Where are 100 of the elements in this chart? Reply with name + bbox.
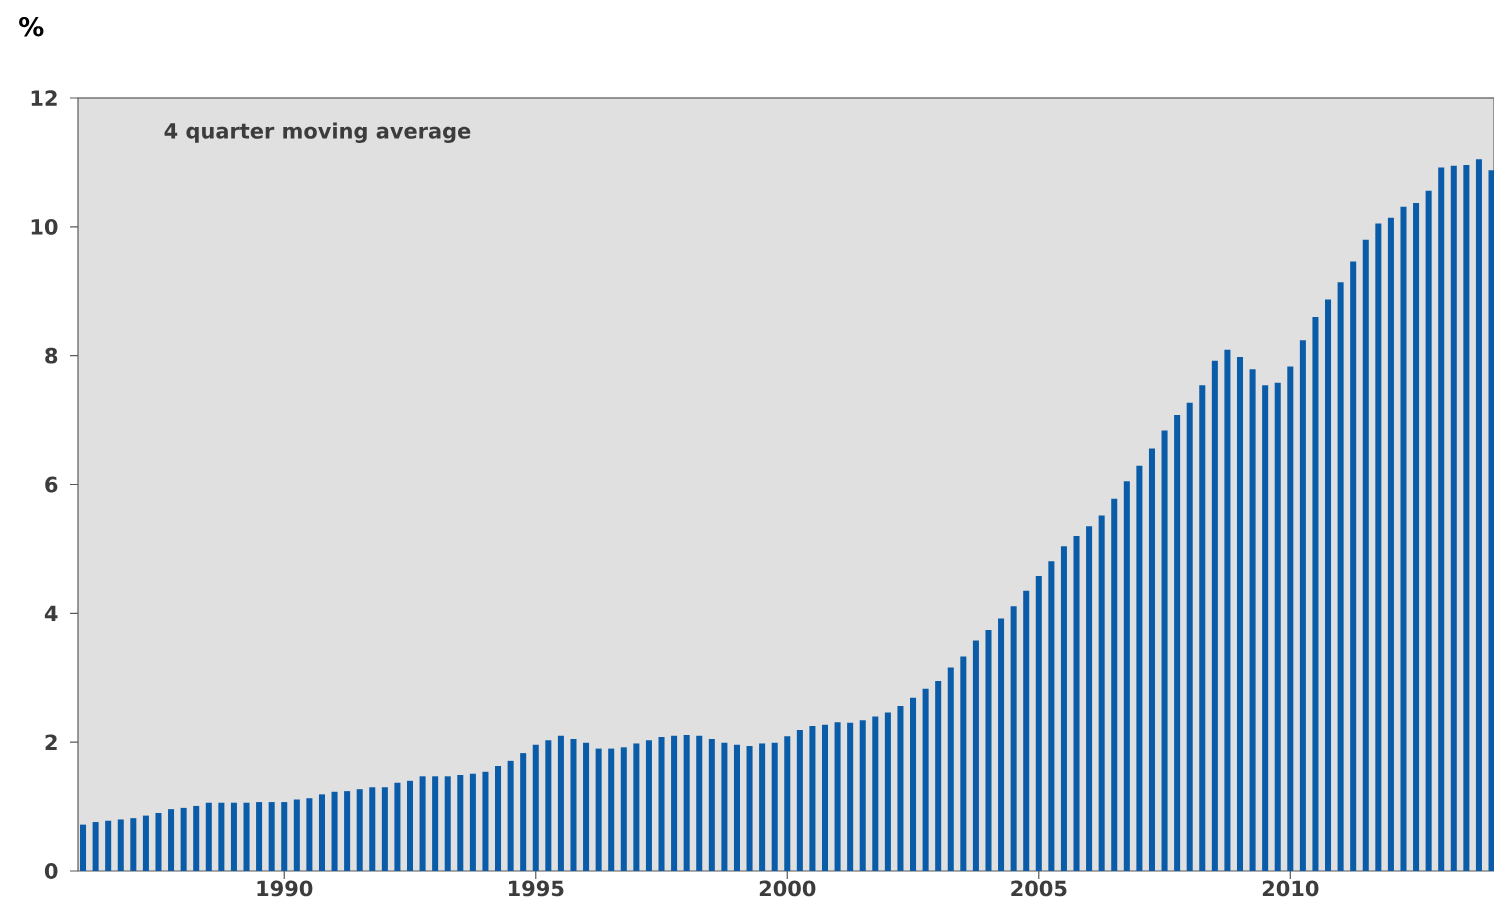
bar bbox=[1425, 190, 1432, 871]
bar bbox=[746, 746, 753, 871]
bar bbox=[419, 776, 426, 871]
y-tick-label: 2 bbox=[45, 734, 57, 750]
bar bbox=[897, 706, 904, 871]
y-axis-title: % bbox=[19, 16, 44, 37]
bar bbox=[344, 791, 351, 871]
bar bbox=[444, 776, 451, 871]
x-tick-label: 1995 bbox=[509, 880, 564, 897]
bar bbox=[1450, 165, 1457, 871]
y-tick-label: 0 bbox=[44, 863, 58, 879]
bar bbox=[1060, 546, 1067, 871]
bar bbox=[721, 742, 728, 871]
bar bbox=[356, 789, 363, 871]
bar bbox=[859, 720, 866, 871]
bar bbox=[142, 815, 149, 871]
bar bbox=[1475, 159, 1482, 871]
bar bbox=[469, 773, 476, 871]
bar bbox=[733, 744, 740, 871]
bar bbox=[1463, 164, 1470, 871]
bar bbox=[92, 822, 99, 871]
bar bbox=[1488, 170, 1494, 871]
bar bbox=[1337, 282, 1344, 871]
bar bbox=[293, 799, 300, 871]
annotation: 4 quarter moving average bbox=[164, 122, 471, 143]
bar bbox=[1186, 402, 1193, 871]
bar bbox=[495, 766, 502, 871]
bar bbox=[633, 743, 640, 871]
y-tick-label: 12 bbox=[31, 90, 57, 106]
bar bbox=[960, 656, 967, 871]
bar bbox=[922, 688, 929, 871]
x-tick-label: 2010 bbox=[1262, 880, 1319, 897]
bar bbox=[1387, 217, 1394, 871]
bar bbox=[482, 771, 489, 871]
bar bbox=[193, 805, 200, 871]
bar bbox=[117, 819, 124, 871]
bar bbox=[1274, 382, 1281, 871]
bar bbox=[910, 697, 917, 871]
bar bbox=[1086, 526, 1093, 871]
bar bbox=[1010, 606, 1017, 871]
bar bbox=[1148, 448, 1155, 871]
bar bbox=[369, 787, 376, 871]
bar bbox=[520, 753, 527, 871]
bar bbox=[671, 735, 678, 871]
bar bbox=[168, 809, 175, 871]
bar bbox=[80, 824, 87, 871]
bar bbox=[155, 813, 162, 871]
bar bbox=[972, 640, 979, 871]
bar bbox=[1413, 202, 1420, 871]
bar bbox=[1325, 299, 1332, 871]
bar bbox=[1400, 206, 1407, 871]
bar bbox=[1438, 167, 1445, 871]
bar bbox=[1161, 430, 1168, 871]
bar bbox=[821, 724, 829, 871]
x-tick-label: 2000 bbox=[759, 880, 816, 897]
bar bbox=[620, 747, 627, 871]
bar bbox=[645, 740, 652, 871]
y-tick-label: 6 bbox=[45, 476, 58, 493]
bar bbox=[759, 743, 766, 871]
bar bbox=[256, 802, 263, 871]
bar bbox=[457, 775, 464, 871]
bar bbox=[406, 780, 414, 871]
bar bbox=[507, 760, 514, 871]
bar bbox=[180, 807, 187, 871]
bar bbox=[1048, 561, 1055, 871]
bar bbox=[696, 735, 703, 871]
bar bbox=[1299, 340, 1306, 871]
bar bbox=[1362, 239, 1369, 871]
bar bbox=[1224, 349, 1231, 871]
bar bbox=[532, 744, 539, 871]
bar bbox=[771, 742, 778, 871]
bar bbox=[545, 740, 552, 871]
bar bbox=[796, 729, 803, 871]
bar bbox=[1136, 465, 1143, 871]
y-tick-label: 10 bbox=[31, 218, 58, 235]
bar bbox=[1211, 360, 1218, 871]
bar bbox=[1073, 536, 1080, 871]
bar bbox=[608, 748, 615, 871]
bar bbox=[583, 742, 590, 871]
bar bbox=[884, 712, 891, 871]
bar bbox=[1098, 515, 1105, 871]
bar bbox=[331, 791, 338, 871]
bar bbox=[985, 630, 992, 871]
bar bbox=[306, 798, 313, 871]
bar bbox=[432, 776, 439, 871]
bar bbox=[1023, 590, 1030, 871]
bar bbox=[1375, 223, 1382, 871]
x-tick-label: 1990 bbox=[257, 880, 313, 897]
bar bbox=[1262, 385, 1269, 871]
bar bbox=[318, 794, 325, 871]
bar bbox=[872, 716, 879, 871]
bar bbox=[105, 820, 112, 871]
bar bbox=[708, 738, 715, 871]
bar bbox=[1350, 261, 1357, 871]
bar bbox=[784, 736, 791, 871]
bar bbox=[834, 722, 841, 871]
bar bbox=[243, 802, 250, 871]
bar bbox=[1249, 369, 1256, 871]
bar bbox=[230, 802, 237, 871]
bar bbox=[218, 802, 225, 871]
